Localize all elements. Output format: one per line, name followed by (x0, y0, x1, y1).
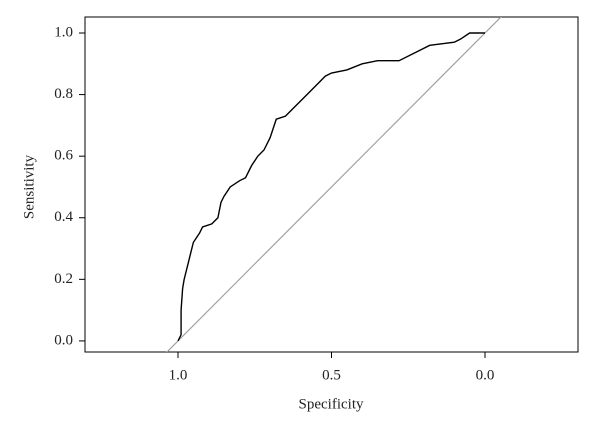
x-axis-label: Specificity (299, 396, 364, 412)
y-tick-label: 0.4 (54, 209, 73, 225)
y-tick-label: 0.0 (54, 332, 73, 348)
plot-area (166, 17, 502, 352)
y-tick-label: 1.0 (54, 24, 73, 40)
y-tick-label: 0.6 (54, 148, 73, 164)
x-tick-label: 0.0 (476, 367, 495, 383)
y-tick-label: 0.8 (54, 86, 73, 102)
y-axis-label: Sensitivity (21, 154, 37, 219)
x-tick-label: 1.0 (169, 367, 188, 383)
x-tick-label: 0.5 (322, 367, 341, 383)
y-tick-label: 0.2 (54, 271, 73, 287)
roc-curve (177, 32, 485, 342)
reference-line (166, 17, 502, 352)
plot-frame (84, 16, 579, 353)
